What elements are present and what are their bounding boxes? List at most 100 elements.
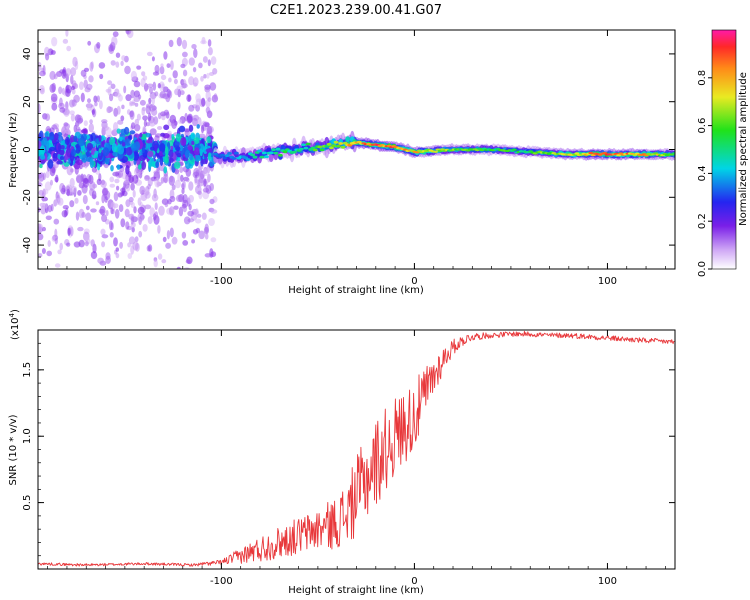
spectrogram-core-blob <box>178 125 186 133</box>
spectrogram-core-blob <box>169 157 174 163</box>
spectrogram-noise-blob <box>90 208 97 213</box>
spectrogram-noise-blob <box>115 247 120 252</box>
spectrogram-core-blob <box>44 132 49 138</box>
spectrogram-noise-blob <box>142 22 147 29</box>
spectrogram-noise-blob <box>89 119 93 124</box>
colorbar-tick-label: 0.2 <box>697 213 708 229</box>
colorbar-frame <box>711 29 737 270</box>
spectrogram-x-label: Height of straight line (km) <box>288 285 424 296</box>
spectrogram-noise-blob <box>120 60 124 66</box>
spectrogram-noise-blob <box>101 214 108 223</box>
spectrogram-noise-blob <box>169 227 174 238</box>
spectrogram-noise-blob <box>110 222 114 231</box>
spectrogram-noise-blob <box>207 39 212 47</box>
spectrogram-noise-blob <box>133 206 137 214</box>
spectrogram-noise-blob <box>102 189 108 195</box>
spectrogram-noise-blob <box>96 42 101 49</box>
spectrogram-noise-blob <box>152 71 160 76</box>
spectrogram-noise-blob <box>56 192 61 202</box>
spectrogram-noise-blob <box>153 259 158 268</box>
spectrogram-x-tick-label: 0 <box>411 276 417 287</box>
spectrogram-noise-blob <box>169 206 175 216</box>
spectrogram-noise-blob <box>75 174 83 184</box>
spectrogram-noise-blob <box>121 104 125 110</box>
snr-y-tick-label: 1.5 <box>22 362 33 378</box>
spectrogram-noise-blob <box>159 66 165 75</box>
spectrogram-noise-blob <box>173 78 178 85</box>
spectrogram-core-blob <box>84 151 92 157</box>
spectrogram-core-blob <box>206 136 212 144</box>
spectrogram-noise-blob <box>208 218 215 226</box>
spectrogram-noise-blob <box>181 39 188 50</box>
spectrogram-noise-blob <box>117 170 123 178</box>
spectrogram-core-blob <box>125 147 133 156</box>
spectrogram-noise-blob <box>117 119 124 125</box>
spectrogram-noise-blob <box>124 176 130 185</box>
spectrogram-noise-blob <box>77 190 82 196</box>
spectrogram-noise-blob <box>125 199 131 208</box>
spectrogram-core-blob <box>116 164 121 170</box>
spectrogram-noise-blob <box>56 127 59 134</box>
spectrogram-noise-blob <box>100 180 107 188</box>
spectrogram-core-blob <box>119 137 123 142</box>
spectrogram-noise-blob <box>144 191 151 199</box>
spectrogram-ridge-mark <box>245 158 251 161</box>
spectrogram-core-blob <box>64 136 70 146</box>
spectrogram-marks <box>38 22 675 307</box>
spectrogram-noise-blob <box>77 226 84 232</box>
spectrogram-noise-blob <box>145 30 148 31</box>
spectrogram-noise-blob <box>115 52 121 58</box>
spectrogram-noise-blob <box>85 205 90 211</box>
spectrogram-noise-blob <box>45 171 50 179</box>
spectrogram-noise-blob <box>95 201 100 206</box>
spectrogram-noise-blob <box>38 180 41 186</box>
spectrogram-noise-blob <box>122 283 126 289</box>
spectrogram-noise-blob <box>201 269 205 276</box>
spectrogram-ridge-mark <box>250 153 256 157</box>
spectrogram-noise-blob <box>207 97 212 102</box>
spectrogram-noise-blob <box>178 119 183 124</box>
spectrogram-noise-blob <box>38 207 41 213</box>
spectrogram-ridge-mark <box>275 147 281 151</box>
spectrogram-noise-blob <box>69 200 75 208</box>
spectrogram-noise-blob <box>141 302 145 307</box>
spectrogram-ridge-mark <box>329 146 334 150</box>
spectrogram-noise-blob <box>213 93 218 100</box>
snr-y-tick-label: 1.0 <box>22 428 33 444</box>
spectrogram-noise-blob <box>157 126 163 130</box>
spectrogram-noise-blob <box>38 189 44 196</box>
spectrogram-noise-blob <box>147 183 151 190</box>
spectrogram-noise-blob <box>154 202 158 210</box>
spectrogram-noise-blob <box>105 255 111 264</box>
spectrogram-noise-blob <box>206 125 213 135</box>
spectrogram-noise-blob <box>147 112 152 122</box>
spectrogram-ridge-mark <box>326 142 332 146</box>
spectrogram-noise-blob <box>209 82 217 91</box>
spectrogram-noise-blob <box>118 94 123 102</box>
spectrogram-noise-blob <box>38 172 43 179</box>
spectrogram-noise-blob <box>134 124 141 132</box>
spectrogram-noise-blob <box>165 93 171 103</box>
spectrogram-noise-blob <box>57 249 62 255</box>
spectrogram-core-blob <box>159 156 164 167</box>
spectrogram-ridge-mark <box>336 144 341 148</box>
spectrogram-noise-blob <box>116 105 121 115</box>
spectrogram-noise-blob <box>71 88 76 95</box>
spectrogram-noise-blob <box>119 241 123 249</box>
spectrogram-noise-blob <box>182 51 188 58</box>
spectrogram-noise-blob <box>101 234 109 239</box>
spectrogram-noise-blob <box>171 184 176 191</box>
spectrogram-noise-blob <box>134 118 139 126</box>
spectrogram-noise-blob <box>152 81 157 91</box>
spectrogram-noise-blob <box>82 194 88 205</box>
spectrogram-noise-blob <box>65 30 69 37</box>
spectrogram-noise-blob <box>51 36 58 47</box>
spectrogram-noise-blob <box>182 180 186 190</box>
spectrogram-core-blob <box>150 146 155 151</box>
spectrogram-noise-blob <box>192 171 200 179</box>
spectrogram-ridge-mark <box>305 142 311 146</box>
spectrogram-noise-blob <box>198 173 205 184</box>
spectrogram-core-blob <box>190 132 196 140</box>
spectrogram-noise-blob <box>174 88 180 96</box>
